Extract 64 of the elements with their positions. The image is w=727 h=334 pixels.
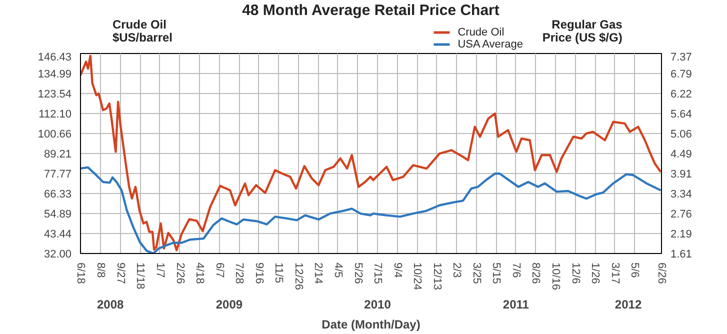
legend-label: Crude Oil — [458, 26, 504, 38]
y-tick-label: 112.10 — [38, 108, 72, 120]
x-tick-label: 1/26 — [589, 262, 602, 284]
y2-tick-label: 3.91 — [670, 168, 692, 181]
x-axis-title: Date (Month/Day) — [322, 318, 420, 332]
y2-tick-label: 3.34 — [670, 188, 692, 200]
x-tick-label: 8/8 — [94, 262, 107, 278]
y-tick-label: 77.77 — [44, 168, 72, 181]
x-tick-label: 9/27 — [114, 262, 126, 284]
y-tick-label: 32.00 — [44, 248, 72, 260]
x-tick-label: 11/5 — [272, 262, 285, 284]
y2-tick-label: 5.64 — [670, 108, 692, 121]
x-tick-label: 6/26 — [656, 262, 668, 284]
text: 2010 — [364, 298, 392, 312]
y-tick-label: 89.21 — [44, 148, 72, 161]
text: 2009 — [216, 298, 243, 312]
x-tick-label: 9/4 — [391, 262, 404, 278]
y2-tick-label: 2.76 — [670, 208, 692, 221]
y2-axis-title: Regular Gas Price (US $/G) — [542, 18, 623, 44]
y-tick-label: 134.99 — [38, 68, 72, 80]
x-tick-label: 7/28 — [233, 262, 246, 284]
y-tick-label: 100.66 — [38, 128, 72, 140]
y2-tick-label: 1.61 — [670, 248, 692, 260]
x-tick-label: 12/6 — [569, 262, 582, 284]
x-tick-label: 4/5 — [332, 262, 344, 278]
x-tick-label: 3/17 — [608, 262, 621, 284]
y-axis-title: Crude Oil $US/barrel — [112, 18, 172, 44]
chart-title: 48 Month Average Retail Price Chart — [242, 2, 500, 19]
y-tick-label: 146.43 — [38, 52, 72, 64]
x-tick-label: 12/26 — [292, 262, 304, 290]
text: 2011 — [502, 298, 530, 312]
x-tick-label: 5/6 — [628, 262, 641, 278]
x-tick-label: 3/25 — [470, 262, 482, 284]
y2-tick-label: 2.19 — [670, 228, 692, 240]
x-tick-label: 2/14 — [312, 262, 324, 284]
x-tick-label: 2/26 — [174, 262, 186, 284]
text: 2012 — [614, 298, 642, 312]
x-tick-label: 7/6 — [510, 262, 522, 278]
x-tick-label: 10/16 — [550, 262, 562, 290]
x-tick-label: 6/7 — [213, 262, 226, 278]
x-tick-label: 6/18 — [74, 262, 86, 284]
y2-tick-label: 6.22 — [670, 88, 692, 100]
x-tick-label: 2/3 — [450, 262, 463, 278]
line-series — [80, 54, 662, 252]
x-tick-label: 5/15 — [490, 262, 502, 284]
x-tick-label: 1/7 — [154, 262, 166, 278]
y2-tick-label: 5.06 — [670, 128, 692, 141]
x-tick-label: 9/16 — [252, 262, 265, 284]
y2-tick-label: 4.49 — [670, 148, 692, 160]
x-tick-label: 12/13 — [430, 262, 443, 290]
y-tick-label: 54.89 — [44, 208, 72, 220]
y-tick-label: 123.54 — [38, 88, 72, 101]
x-tick-label: 7/15 — [372, 262, 384, 284]
legend-label: USA Average — [458, 38, 523, 50]
x-tick-label: 8/26 — [530, 262, 542, 284]
y2-tick-label: 7.37 — [670, 52, 692, 64]
x-tick-label: 11/18 — [134, 262, 146, 290]
x-tick-label: 5/26 — [352, 262, 364, 284]
text: 2008 — [97, 298, 124, 312]
y2-tick-label: 6.79 — [670, 68, 692, 81]
x-tick-label: 10/24 — [411, 262, 424, 290]
x-tick-label: 4/18 — [194, 262, 206, 284]
y-tick-label: 66.33 — [44, 188, 72, 200]
y-tick-label: 43.44 — [44, 228, 72, 241]
